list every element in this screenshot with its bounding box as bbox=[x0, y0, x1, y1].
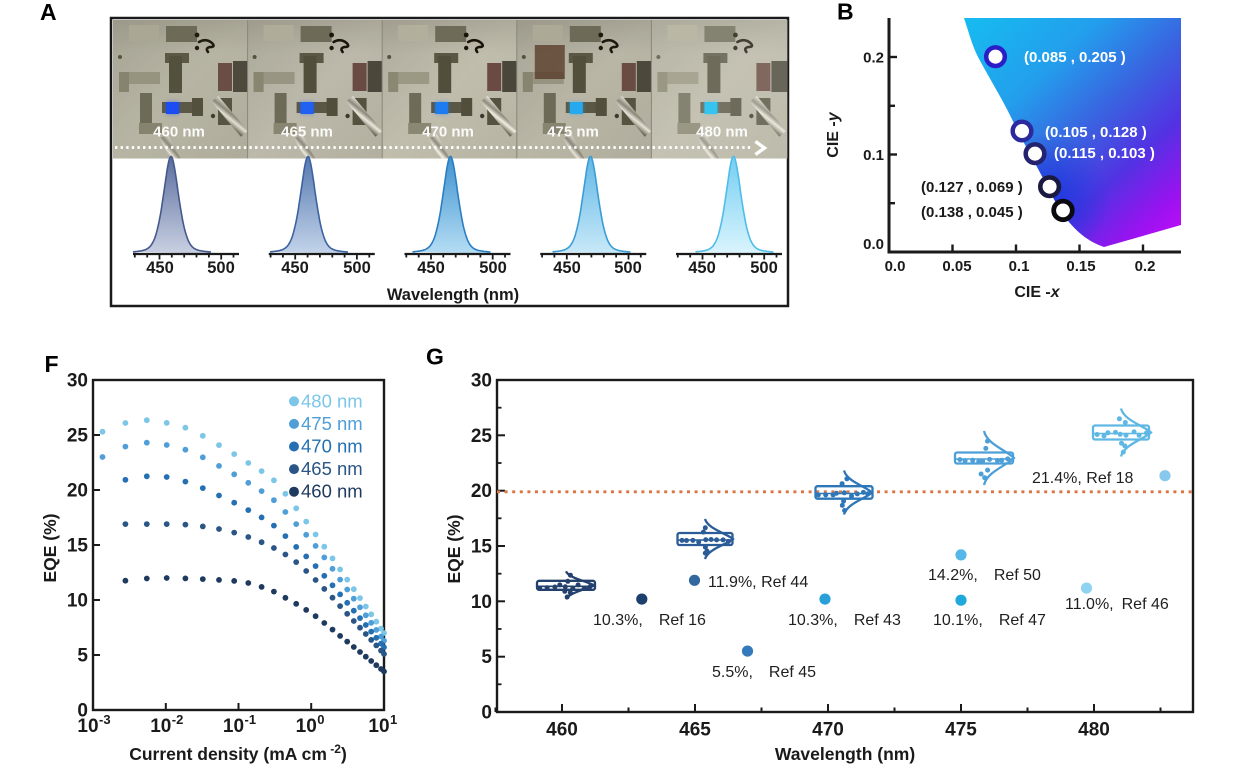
svg-text:470 nm: 470 nm bbox=[422, 124, 474, 141]
svg-text:10.1%, Ref 47: 10.1%, Ref 47 bbox=[933, 612, 1046, 629]
svg-text:30: 30 bbox=[67, 371, 88, 392]
svg-text:10: 10 bbox=[471, 592, 492, 613]
svg-text:-3: -3 bbox=[99, 712, 111, 727]
svg-text:G: G bbox=[426, 344, 444, 370]
svg-text:460: 460 bbox=[546, 720, 578, 741]
svg-text:0.2: 0.2 bbox=[1135, 258, 1156, 275]
svg-text:11.0%, Ref 46: 11.0%, Ref 46 bbox=[1065, 596, 1169, 613]
svg-text:0: 0 bbox=[317, 712, 324, 727]
svg-text:10: 10 bbox=[150, 716, 171, 737]
svg-text:450: 450 bbox=[553, 259, 581, 277]
svg-text:(0.127 , 0.069 ): (0.127 , 0.069 ) bbox=[921, 179, 1023, 196]
svg-text:F: F bbox=[45, 351, 59, 377]
svg-text:465 nm: 465 nm bbox=[281, 124, 333, 141]
svg-text:10: 10 bbox=[67, 591, 88, 612]
svg-text:500: 500 bbox=[479, 259, 507, 277]
svg-text:470: 470 bbox=[812, 720, 844, 741]
svg-text:470 nm: 470 nm bbox=[301, 436, 363, 457]
svg-text:450: 450 bbox=[417, 259, 445, 277]
svg-text:B: B bbox=[837, 0, 854, 25]
svg-text:10: 10 bbox=[296, 716, 317, 737]
svg-text:25: 25 bbox=[471, 426, 493, 447]
svg-text:465: 465 bbox=[679, 720, 711, 741]
svg-text:CIE -x: CIE -x bbox=[1014, 284, 1060, 301]
svg-text:11.9%, Ref 44: 11.9%, Ref 44 bbox=[708, 574, 808, 591]
svg-text:0.0: 0.0 bbox=[885, 258, 906, 275]
svg-text:450: 450 bbox=[688, 259, 716, 277]
svg-text:0: 0 bbox=[481, 703, 492, 724]
svg-text:10: 10 bbox=[368, 716, 389, 737]
svg-text:20: 20 bbox=[67, 481, 88, 502]
svg-text:EQE (%): EQE (%) bbox=[444, 514, 464, 583]
svg-text:10.3%, Ref 16: 10.3%, Ref 16 bbox=[593, 612, 706, 629]
svg-text:0: 0 bbox=[77, 701, 88, 722]
svg-text:25: 25 bbox=[67, 426, 89, 447]
svg-text:EQE (%): EQE (%) bbox=[40, 513, 60, 582]
svg-text:15: 15 bbox=[471, 537, 493, 558]
svg-text:30: 30 bbox=[471, 371, 492, 392]
svg-text:460 nm: 460 nm bbox=[301, 481, 363, 502]
svg-text:450: 450 bbox=[146, 259, 174, 277]
svg-text:0.15: 0.15 bbox=[1066, 258, 1095, 275]
svg-text:(0.115 , 0.103 ): (0.115 , 0.103 ) bbox=[1054, 145, 1155, 162]
svg-text:-1: -1 bbox=[245, 712, 257, 727]
svg-text:475 nm: 475 nm bbox=[547, 124, 599, 141]
svg-text:(0.085 , 0.205 ): (0.085 , 0.205 ) bbox=[1024, 49, 1126, 66]
svg-text:1: 1 bbox=[390, 712, 397, 727]
svg-text:CIE -y: CIE -y bbox=[825, 111, 842, 157]
svg-text:480: 480 bbox=[1078, 720, 1110, 741]
svg-text:0.05: 0.05 bbox=[942, 258, 971, 275]
svg-text:Current density (mA cm -2): Current density (mA cm -2) bbox=[129, 742, 347, 764]
svg-text:5.5%, Ref 45: 5.5%, Ref 45 bbox=[712, 664, 816, 681]
svg-text:14.2%, Ref 50: 14.2%, Ref 50 bbox=[928, 567, 1041, 584]
svg-text:480 nm: 480 nm bbox=[301, 390, 363, 411]
svg-text:465 nm: 465 nm bbox=[301, 458, 363, 479]
svg-text:5: 5 bbox=[77, 646, 88, 667]
svg-text:10: 10 bbox=[77, 716, 98, 737]
svg-text:(0.138 , 0.045 ): (0.138 , 0.045 ) bbox=[921, 204, 1023, 221]
svg-text:500: 500 bbox=[614, 259, 642, 277]
svg-text:15: 15 bbox=[67, 536, 89, 557]
svg-text:460 nm: 460 nm bbox=[153, 124, 205, 141]
svg-text:500: 500 bbox=[750, 259, 778, 277]
svg-text:500: 500 bbox=[343, 259, 371, 277]
svg-text:500: 500 bbox=[207, 259, 235, 277]
svg-text:0.1: 0.1 bbox=[1009, 258, 1030, 275]
svg-text:475: 475 bbox=[945, 720, 977, 741]
svg-text:Wavelength (nm): Wavelength (nm) bbox=[775, 744, 915, 764]
svg-text:10: 10 bbox=[223, 716, 244, 737]
svg-text:0.1: 0.1 bbox=[863, 147, 884, 164]
svg-text:475 nm: 475 nm bbox=[301, 413, 363, 434]
svg-text:-2: -2 bbox=[172, 712, 184, 727]
svg-text:A: A bbox=[40, 0, 57, 25]
svg-text:480 nm: 480 nm bbox=[696, 124, 748, 141]
svg-text:0.0: 0.0 bbox=[863, 236, 884, 253]
svg-text:20: 20 bbox=[471, 481, 492, 502]
svg-text:(0.105 , 0.128 ): (0.105 , 0.128 ) bbox=[1045, 124, 1147, 141]
svg-text:450: 450 bbox=[281, 259, 309, 277]
svg-text:Wavelength (nm): Wavelength (nm) bbox=[387, 286, 519, 304]
svg-text:5: 5 bbox=[481, 647, 492, 668]
svg-text:21.4%, Ref 18: 21.4%, Ref 18 bbox=[1032, 470, 1134, 487]
svg-text:0.2: 0.2 bbox=[863, 50, 884, 67]
svg-text:10.3%, Ref 43: 10.3%, Ref 43 bbox=[788, 612, 901, 629]
